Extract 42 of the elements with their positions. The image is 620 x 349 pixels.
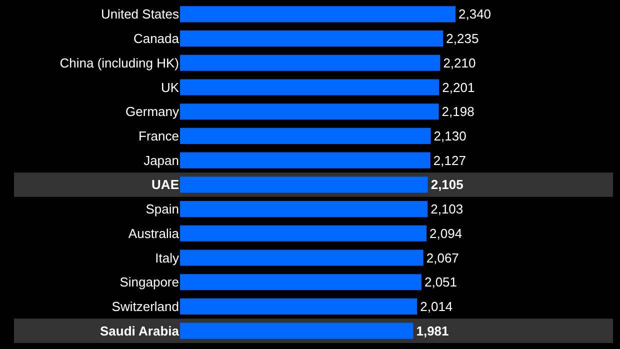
data-label: 2,198	[442, 104, 474, 120]
y-tick-label: Canada	[133, 31, 180, 46]
data-label: 2,130	[434, 128, 466, 144]
y-tick-label: UK	[160, 80, 180, 95]
bar	[180, 54, 440, 71]
data-label: 2,235	[446, 31, 479, 46]
data-label: 2,340	[458, 6, 492, 22]
data-label: 2,067	[426, 250, 459, 266]
bar	[180, 6, 456, 22]
data-label: 2,094	[430, 226, 462, 241]
bar	[180, 128, 431, 144]
data-label: 2,014	[420, 298, 453, 314]
y-tick-label: Switzerland	[112, 299, 179, 314]
bar	[180, 250, 424, 266]
bar	[180, 225, 427, 242]
bar	[180, 201, 428, 218]
y-tick-label: Singapore	[120, 274, 179, 290]
y-tick-label: Saudi Arabia	[100, 323, 180, 338]
y-tick-label: Italy	[155, 250, 180, 266]
bar	[180, 30, 444, 47]
bar	[180, 152, 430, 168]
bar	[180, 322, 414, 339]
y-tick-label: China (including HK)	[60, 55, 179, 70]
data-label: 1,981	[416, 323, 449, 338]
y-tick-label: United States	[100, 6, 180, 22]
data-label: 2,105	[430, 177, 464, 192]
data-label: 2,201	[442, 80, 475, 95]
bar	[180, 176, 428, 193]
bar	[180, 274, 422, 290]
data-label: 2,210	[443, 55, 476, 70]
y-tick-label: Spain	[146, 202, 179, 217]
y-tick-label: Japan	[144, 152, 179, 168]
y-tick-label: Germany	[126, 104, 180, 120]
y-tick-label: UAE	[152, 177, 180, 192]
data-label: 2,127	[433, 152, 466, 168]
data-label: 2,051	[424, 274, 458, 290]
bar	[180, 298, 418, 314]
bar	[180, 79, 440, 96]
bar	[180, 104, 439, 120]
y-tick-label: France	[138, 128, 179, 144]
data-label: 2,103	[430, 202, 464, 217]
y-tick-label: Australia	[128, 226, 180, 241]
